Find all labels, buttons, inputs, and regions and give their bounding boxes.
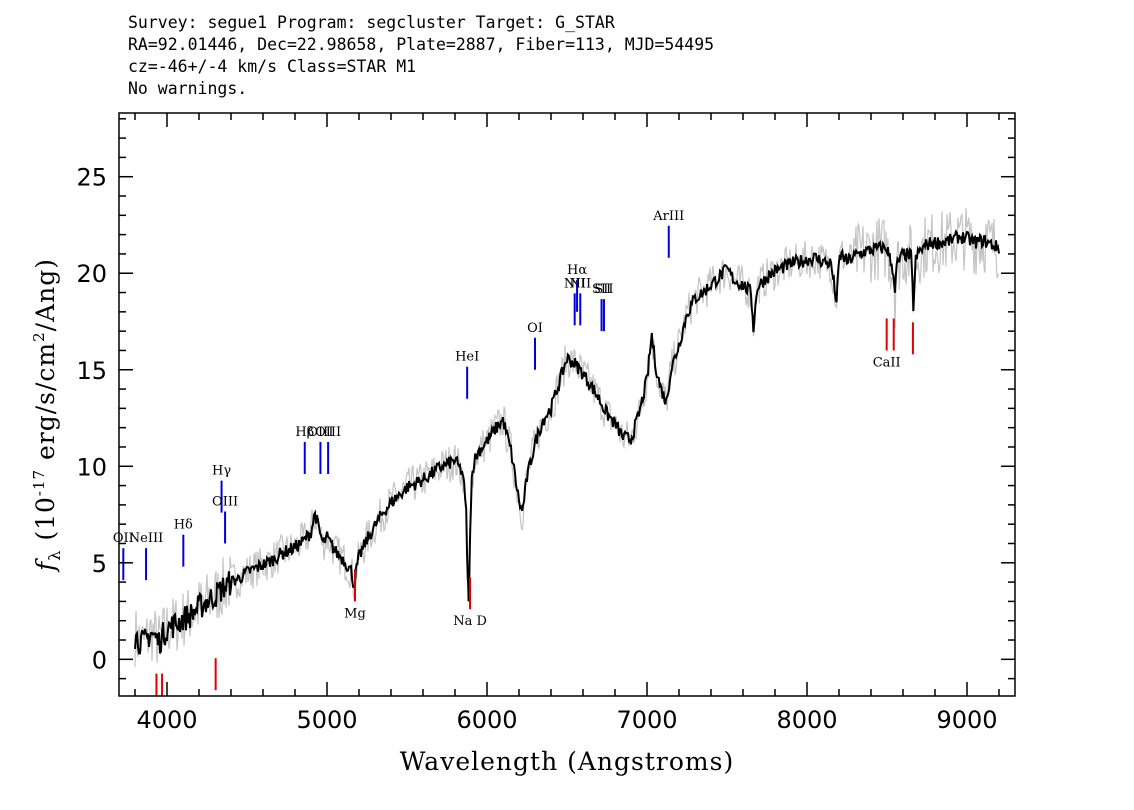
header-line-survey: Survey: segue1 Program: segcluster Targe…	[128, 13, 615, 32]
line-marker-label: ArIII	[652, 209, 684, 224]
x-axis-ticks: 4000 5000 6000 7000 8000 9000	[134, 113, 1000, 734]
y-tick-label: 25	[76, 164, 107, 192]
line-marker-label: Hβ	[295, 425, 314, 440]
y-axis-title-units-2: erg/s/cm	[31, 342, 60, 469]
y-axis-title-exponent-2: 2	[30, 331, 48, 342]
spectrum-header: Survey: segue1 Program: segcluster Targe…	[128, 12, 714, 100]
y-axis-title-units-3: /Ang)	[31, 258, 60, 331]
y-axis-ticks: 0 5 10 15 20 25	[76, 118, 1015, 680]
header-line-coordinates: RA=92.01446, Dec=22.98658, Plate=2887, F…	[128, 35, 715, 54]
plot-frame	[118, 112, 1016, 697]
header-line-redshift-class: cz=-46+/-4 km/s Class=STAR M1	[128, 57, 417, 76]
line-marker-label: OIII	[307, 425, 333, 440]
y-axis-title: fλ (10-17 erg/s/cm2/Ang)	[30, 258, 64, 573]
line-marker-label: Hγ	[212, 464, 231, 479]
y-axis-title-subscript: λ	[45, 550, 64, 561]
line-marker-label: OIII	[315, 425, 341, 440]
x-tick-label: 4000	[136, 706, 197, 734]
x-tick-label: 8000	[776, 706, 837, 734]
x-axis-title: Wavelength (Angstroms)	[400, 747, 734, 776]
y-tick-label: 10	[76, 453, 107, 481]
flux-series-layer	[134, 229, 1000, 655]
y-tick-label: 15	[76, 357, 107, 385]
y-axis-title-symbol: f	[31, 558, 60, 573]
line-marker-label: Na D	[453, 614, 487, 629]
line-marker-label: OI	[527, 321, 543, 336]
line-marker-label: SII	[594, 282, 613, 297]
y-axis-title-units: (10	[31, 496, 60, 550]
line-marker-label: Hδ	[174, 518, 193, 533]
line-marker-label: NII	[569, 276, 591, 291]
line-marker-label: CaII	[873, 355, 901, 370]
line-marker-label: Hα	[567, 263, 587, 278]
y-tick-label: 0	[92, 646, 107, 674]
x-tick-label: 5000	[296, 706, 357, 734]
line-marker-label: Mg	[344, 606, 366, 621]
line-marker-label: NeIII	[129, 531, 163, 546]
flux-series-line	[134, 229, 1000, 655]
x-tick-label: 7000	[616, 706, 677, 734]
y-tick-label: 20	[76, 260, 107, 288]
header-line-warnings: No warnings.	[128, 79, 248, 98]
x-tick-label: 9000	[936, 706, 997, 734]
line-marker-label: NII	[564, 276, 586, 291]
line-marker-label: OIII	[212, 494, 238, 509]
line-marker-label: OII	[113, 531, 134, 546]
y-axis-title-exponent: -17	[30, 469, 48, 496]
x-tick-label: 6000	[456, 706, 517, 734]
line-marker-label: HeI	[455, 350, 479, 365]
y-tick-label: 5	[92, 550, 107, 578]
line-marker-label: SII	[592, 282, 611, 297]
